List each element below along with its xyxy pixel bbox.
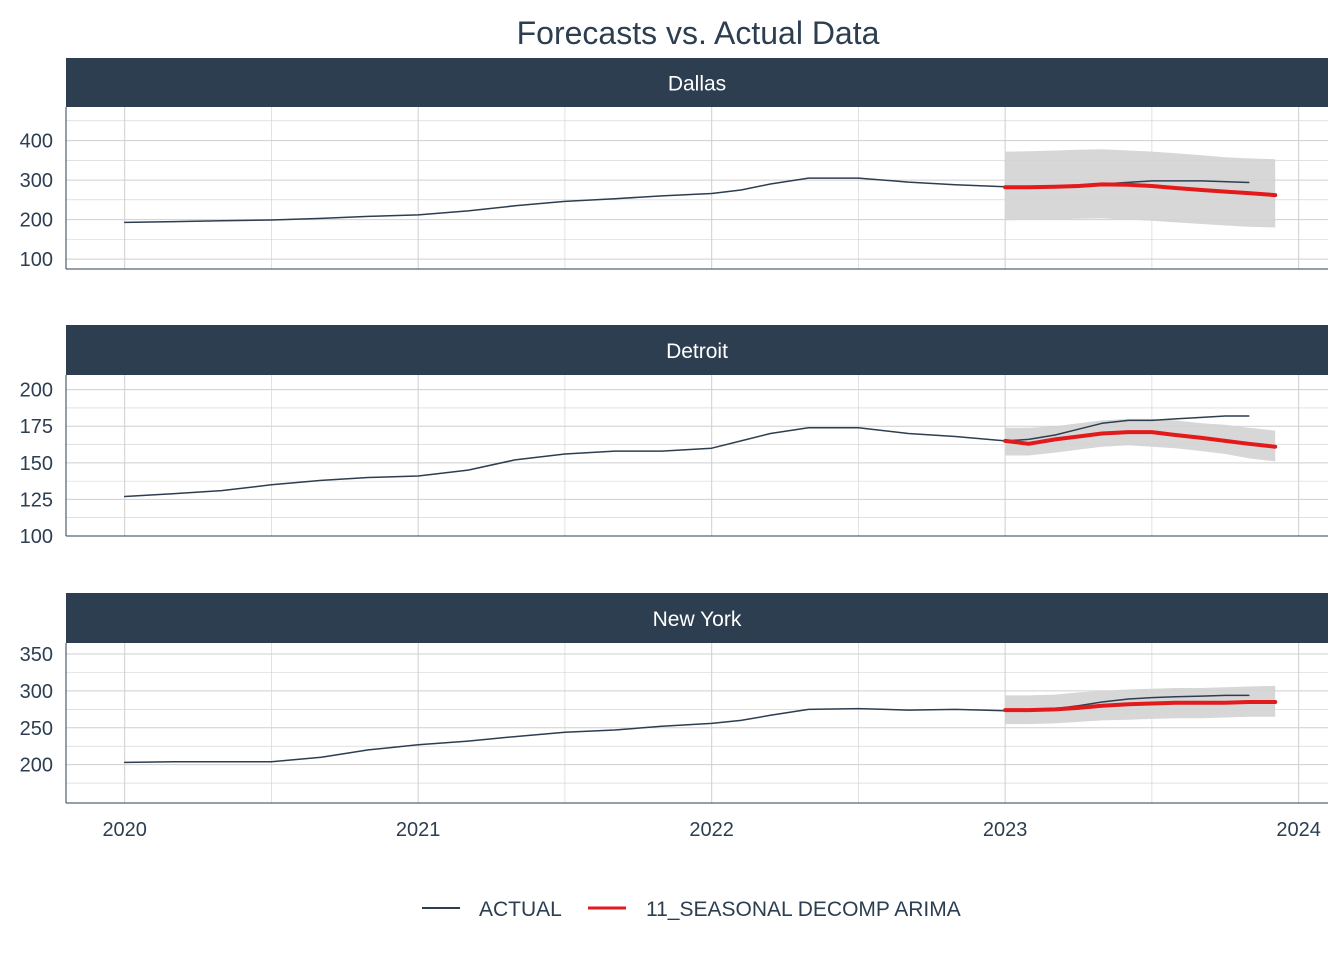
y-tick-label: 300 [20,170,53,192]
y-tick-label: 200 [20,380,53,402]
y-tick-label: 200 [20,755,53,777]
y-tick-label: 350 [20,644,53,666]
panel-dallas: Dallas 100 200 300 400 [20,58,1328,271]
panel-detroit: Detroit 100 125 150 175 200 [20,325,1328,548]
actual-line-detroit [123,426,1006,498]
forecast-line-detroit [1003,430,1278,449]
strip-label-detroit: Detroit [666,340,728,363]
panel-new-york: New York 200 250 300 350 [20,593,1328,804]
x-tick-label: 2022 [689,819,734,841]
interval-ribbon-dallas [1005,149,1276,228]
y-tick-label: 100 [20,249,53,271]
x-axis: 2020 2021 2022 2023 2024 [102,819,1320,841]
y-tick-label: 300 [20,681,53,703]
y-tick-label: 125 [20,489,53,511]
chart-title: Forecasts vs. Actual Data [517,15,880,51]
legend-label-forecast: 11_SEASONAL DECOMP ARIMA [646,898,961,921]
legend-label-actual: ACTUAL [479,898,562,921]
strip-label-dallas: Dallas [668,73,726,96]
y-tick-label: 175 [20,416,53,438]
y-tick-label: 150 [20,453,53,475]
y-tick-label: 200 [20,210,53,232]
forecast-line-dallas [1003,182,1278,198]
legend: ACTUAL 11_SEASONAL DECOMP ARIMA [422,898,961,921]
actual-line-new-york [123,707,1006,764]
interval-ribbon-detroit [1005,418,1276,462]
strip-label-new-york: New York [653,608,742,631]
actual-test-line-detroit [1004,415,1250,442]
y-tick-label: 400 [20,131,53,153]
strip-dallas [66,58,1328,107]
x-tick-label: 2020 [102,819,147,841]
x-tick-label: 2024 [1276,819,1321,841]
y-tick-label: 100 [20,526,53,548]
forecast-line-new-york [1003,700,1278,713]
y-tick-label: 250 [20,718,53,740]
x-tick-label: 2021 [396,819,441,841]
facet-panels: Dallas 100 200 300 400 Detroit 100 125 150 175 200… [20,58,1328,804]
strip-detroit [66,325,1328,375]
strip-new-york [66,593,1328,643]
x-tick-label: 2023 [983,819,1028,841]
actual-line-dallas [123,177,1006,224]
